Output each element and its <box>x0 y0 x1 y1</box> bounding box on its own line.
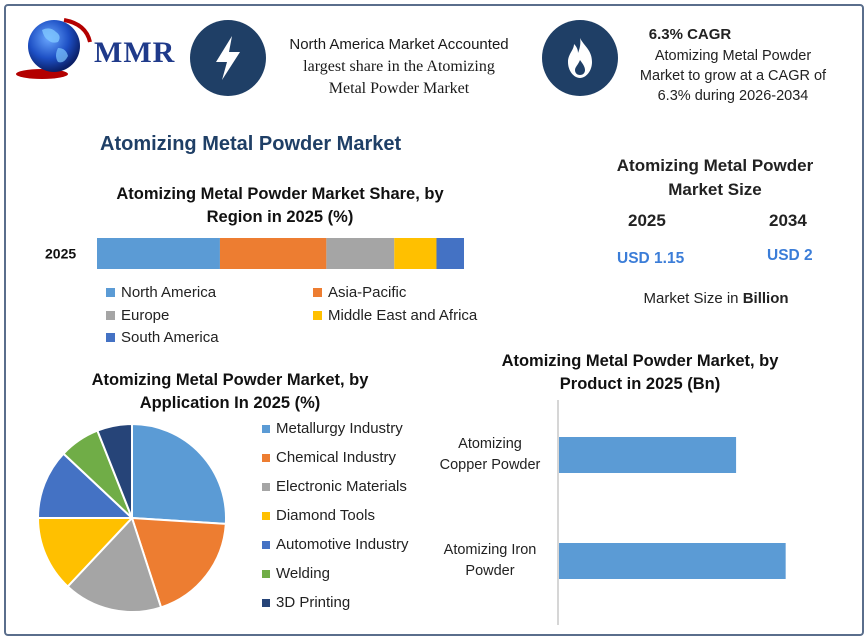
region-legend-item: South America <box>106 329 219 346</box>
application-chart-title: Atomizing Metal Powder Market, by Applic… <box>40 369 420 415</box>
pie-slice <box>96 422 133 519</box>
unit-note-bold: Billion <box>742 290 789 307</box>
legend-swatch <box>262 482 270 491</box>
region-bar-category-label: 2025 <box>45 246 76 262</box>
unit-note-prefix: Market Size in <box>643 290 743 307</box>
legend-swatch <box>106 311 115 320</box>
product-bar-chart <box>557 400 786 625</box>
market-size-title: Atomizing Metal Powder Market Size <box>602 154 828 202</box>
product-chart-title-line1: Atomizing Metal Powder Market, by <box>501 352 779 370</box>
legend-swatch <box>262 453 270 462</box>
legend-label: 3D Printing <box>276 594 351 611</box>
legend-label: Middle East and Africa <box>328 307 478 324</box>
region-legend-item: North America <box>106 284 216 301</box>
region-bar-segment <box>219 238 327 269</box>
legend-label: Asia-Pacific <box>328 284 407 301</box>
globe-icon <box>16 18 92 79</box>
region-bar-segment <box>97 238 220 269</box>
product-label-line2: Copper Powder <box>439 457 541 473</box>
market-size-2034-value: USD 2 <box>767 247 813 264</box>
pie-slice <box>130 516 227 609</box>
product-category-label: Atomizing Iron Powder <box>430 540 550 582</box>
highlight-line-1: North America Market Accounted <box>289 36 509 53</box>
product-category-label: Atomizing Copper Powder <box>430 434 550 476</box>
pie-slice <box>36 517 135 588</box>
product-chart-title: Atomizing Metal Powder Market, by Produc… <box>470 350 810 396</box>
main-title: Atomizing Metal Powder Market <box>100 133 402 155</box>
market-size-title-line1: Atomizing Metal Powder <box>616 156 814 175</box>
legend-label: North America <box>121 284 217 301</box>
legend-swatch <box>262 540 270 549</box>
region-chart-title-line2: Region in 2025 (%) <box>206 208 354 226</box>
application-legend-item: Chemical Industry <box>262 449 396 466</box>
product-label-line1: Atomizing <box>458 436 522 452</box>
region-legend-item: Middle East and Africa <box>313 307 477 324</box>
application-chart-title-line2: Application In 2025 (%) <box>139 394 321 412</box>
legend-label: Diamond Tools <box>276 507 375 524</box>
year-2025-label: 2025 <box>628 211 666 230</box>
legend-label: Metallurgy Industry <box>276 420 403 437</box>
flame-icon <box>542 20 618 96</box>
infographic-frame <box>4 4 864 636</box>
legend-label: Electronic Materials <box>276 478 407 495</box>
legend-swatch <box>106 333 115 342</box>
north-america-highlight: North America Market Accounted largest s… <box>266 34 532 100</box>
application-pie-chart <box>36 422 227 613</box>
region-legend-item: Asia-Pacific <box>313 284 406 301</box>
lightning-bolt-icon <box>190 20 266 96</box>
logo-text: MMR <box>94 36 176 69</box>
application-legend-item: Diamond Tools <box>262 507 375 524</box>
application-legend-item: 3D Printing <box>262 594 350 611</box>
cagr-title: 6.3% CAGR <box>648 26 732 43</box>
market-size-title-line2: Market Size <box>668 180 762 199</box>
product-chart-title-line2: Product in 2025 (Bn) <box>559 375 721 393</box>
mmr-logo: MMR <box>14 12 184 82</box>
legend-swatch <box>262 424 270 433</box>
legend-swatch <box>106 288 115 297</box>
pie-slice <box>36 452 135 519</box>
application-legend-item: Metallurgy Industry <box>262 420 403 437</box>
application-chart-title-line1: Atomizing Metal Powder Market, by <box>91 371 369 389</box>
application-legend-item: Welding <box>262 565 330 582</box>
region-chart-title: Atomizing Metal Powder Market Share, by … <box>90 183 470 229</box>
legend-label: South America <box>121 329 219 346</box>
application-legend-item: Automotive Industry <box>262 536 409 553</box>
legend-label: Chemical Industry <box>276 449 397 466</box>
legend-swatch <box>313 288 322 297</box>
product-bar <box>559 543 786 579</box>
application-legend-item: Electronic Materials <box>262 478 407 495</box>
product-label-line1: Atomizing Iron <box>443 542 537 558</box>
market-size-unit-note: Market Size in Billion <box>616 290 816 307</box>
legend-swatch <box>262 511 270 520</box>
highlight-line-2: largest share in the Atomizing <box>303 58 495 75</box>
cagr-line-1: Atomizing Metal Powder <box>654 48 812 64</box>
region-chart-title-line1: Atomizing Metal Powder Market Share, by <box>116 185 444 203</box>
product-label-line2: Powder <box>465 563 515 579</box>
pie-slice <box>131 422 227 525</box>
legend-swatch <box>262 598 270 607</box>
pie-slice <box>66 516 163 613</box>
product-bar <box>559 437 737 473</box>
region-bar-segment <box>394 238 437 269</box>
cagr-line-2: Market to grow at a CAGR of <box>639 68 827 84</box>
region-stacked-bar-chart: 2025 <box>45 238 464 269</box>
legend-swatch <box>262 569 270 578</box>
market-size-2025-value: USD 1.15 <box>617 250 685 267</box>
year-2034-label: 2034 <box>769 211 807 230</box>
highlight-line-3: Metal Powder Market <box>328 80 470 97</box>
cagr-line-3: 6.3% during 2026-2034 <box>657 88 809 104</box>
region-legend-item: Europe <box>106 307 169 324</box>
legend-label: Europe <box>121 307 170 324</box>
legend-label: Welding <box>276 565 330 582</box>
cagr-description: Atomizing Metal Powder Market to grow at… <box>628 46 838 106</box>
region-bar-segment <box>436 238 464 269</box>
region-bar-segment <box>326 238 395 269</box>
legend-swatch <box>313 311 322 320</box>
legend-label: Automotive Industry <box>276 536 409 553</box>
